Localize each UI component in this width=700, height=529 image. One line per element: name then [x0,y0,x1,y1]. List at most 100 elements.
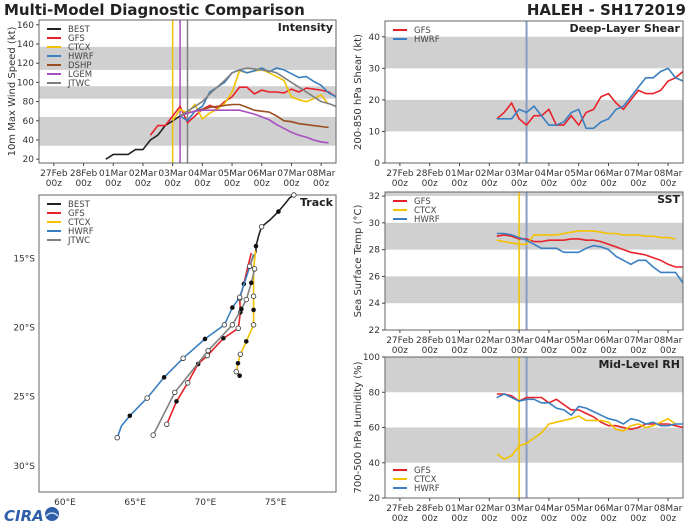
x-tick-date: 03Mar [505,336,534,346]
y-tick-label: 60 [369,424,381,434]
track-point-filled [161,375,167,380]
lat-tick-label: 25°S [13,393,35,403]
x-tick-hour: 00z [422,179,438,189]
legend-label-hwrf: HWRF [68,227,94,237]
x-tick-hour: 00z [392,514,408,524]
x-tick-date: 02Mar [475,169,504,179]
x-tick-hour: 00z [630,346,646,356]
x-tick-date: 27Feb [386,169,414,179]
cira-globe-icon [45,507,59,521]
track-point-open [172,389,178,396]
lon-tick-label: 70°E [195,498,217,508]
x-tick-date: 06Mar [594,336,623,346]
x-tick-date: 05Mar [564,169,593,179]
series-line-gfs [496,70,683,127]
y-tick-label: 10 [369,127,381,137]
x-tick-date: 27Feb [40,169,68,179]
plot-area [385,21,683,163]
track-point-filled [253,243,259,249]
track-point-open [229,322,236,328]
x-tick-date: 28Feb [70,169,98,179]
track-point-open [251,266,258,272]
lon-tick-label: 60°E [54,498,76,508]
x-tick-date: 08Mar [654,504,683,514]
y-tick-label: 0 [374,159,380,169]
y-tick-label: 60 [23,117,35,127]
series-line-dshp [179,103,329,129]
panel-title: Mid-Level RH [598,358,680,371]
x-tick-date: 05Mar [218,169,247,179]
legend-label-jtwc: JTWC [67,79,90,89]
map-frame [38,194,337,493]
legend-label-lgem: LGEM [68,70,92,80]
legend-label-ctcx: CTCX [68,43,91,53]
x-tick-hour: 00z [600,179,616,189]
legend-label-ctcx: CTCX [414,206,437,216]
x-tick-date: 02Mar [475,336,504,346]
x-tick-hour: 00z [481,346,497,356]
panel-deep-layer-shear: 01020304027Feb00z28Feb00z01Mar00z02Mar00… [353,20,684,189]
track-point-filled [251,307,256,313]
y-tick-label: 40 [369,33,381,43]
x-tick-date: 07Mar [624,336,653,346]
track-point-filled [174,399,179,404]
x-tick-date: 02Mar [475,504,504,514]
x-tick-hour: 00z [422,346,438,356]
x-tick-hour: 00z [313,179,329,189]
panel-intensity: 2040608010012014016027Feb00z28Feb00z01Ma… [7,19,337,189]
lon-tick-label: 75°E [265,498,287,508]
x-tick-date: 06Mar [594,504,623,514]
x-tick-date: 05Mar [564,336,593,346]
track-point-open [258,224,265,230]
x-tick-date: 28Feb [416,336,444,346]
series-line-hwrf [496,393,683,427]
y-axis-label: Sea Surface Temp (°C) [353,205,364,318]
series-line-gfs [496,393,683,431]
y-tick-label: 40 [369,459,381,469]
x-tick-hour: 00z [105,179,121,189]
x-tick-hour: 00z [224,179,240,189]
track-point-filled [202,336,208,342]
threshold-band [385,36,683,69]
x-tick-date: 28Feb [416,169,444,179]
y-axis-label: 10m Max Wind Speed (kt) [7,26,18,156]
x-tick-hour: 00z [75,179,91,189]
plot-frame [38,19,337,164]
track-hwrf [114,254,255,441]
track-point-filled [249,280,254,286]
legend-label-best: BEST [68,200,91,210]
x-tick-date: 27Feb [386,336,414,346]
y-tick-label: 32 [369,192,380,202]
legend-label-gfs: GFS [414,466,431,476]
legend-label-best: BEST [68,25,91,35]
x-tick-date: 03Mar [505,504,534,514]
track-point-open [237,351,244,357]
cira-logo-text: CIRA [4,507,44,525]
x-tick-date: 27Feb [386,504,414,514]
x-tick-hour: 00z [46,179,62,189]
y-tick-label: 30 [369,219,381,229]
series-line-hwrf [496,67,683,130]
panel-title: Intensity [278,21,333,34]
x-tick-hour: 00z [135,179,151,189]
x-tick-date: 07Mar [277,169,306,179]
track-point-open [144,395,150,401]
y-tick-label: 120 [17,59,34,69]
panel-sst: 22242628303227Feb00z28Feb00z01Mar00z02Ma… [353,191,684,356]
x-tick-hour: 00z [511,514,527,524]
track-point-filled [221,335,226,341]
x-tick-hour: 00z [630,179,646,189]
threshold-band [385,427,683,463]
x-tick-date: 03Mar [158,169,187,179]
x-tick-date: 04Mar [535,504,564,514]
y-axis-label: 700-500 hPa Humidity (%) [353,361,364,493]
x-tick-hour: 00z [392,346,408,356]
legend-label-gfs: GFS [68,209,85,219]
x-tick-date: 05Mar [564,504,593,514]
track-point-filled [276,209,281,214]
x-tick-hour: 00z [660,346,676,356]
x-tick-date: 08Mar [654,336,683,346]
